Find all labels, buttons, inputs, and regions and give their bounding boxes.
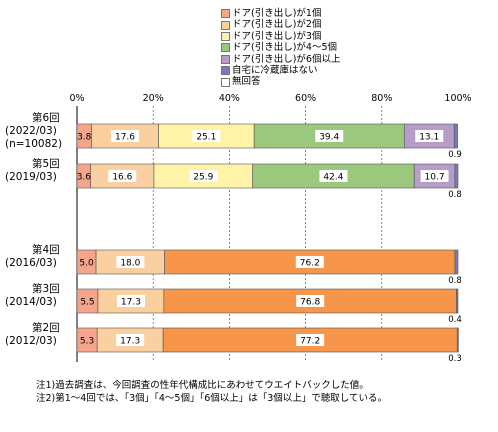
data-label: 25.9 [193,173,213,183]
row-label: 第5回 [32,157,60,170]
data-label-bg [189,170,218,182]
legend-item: 自宅に冷蔵庫はない [221,65,340,76]
x-tick-label: 0% [69,93,84,104]
row-label: (n=10082) [5,138,62,150]
data-label-bg [295,256,324,268]
legend-label: ドア(引き出し)が2個 [232,19,322,31]
data-label: 0.9 [448,150,462,160]
data-label: 76.2 [300,259,320,269]
data-label: 3.6 [77,173,92,183]
data-label: 0.8 [448,276,462,286]
bar-segment [163,288,457,314]
legend-item: ドア(引き出し)が6個以上 [221,54,340,65]
bar-segment [456,327,459,353]
data-label: 13.1 [419,133,439,143]
legend-label: ドア(引き出し)が3個 [232,30,322,42]
data-label-bg [116,256,145,268]
footnote-1: 注1)過去調査は、今回調査の性年代構成比にあわせてウエイトバックした値。 [36,380,369,391]
legend-swatch [221,9,230,19]
data-label: 5.0 [79,259,94,269]
data-label: 18.0 [120,259,140,269]
x-tick-label: 40% [219,93,240,104]
data-label-bg [319,170,348,182]
bar-segment [454,249,459,275]
legend-item: ドア(引き出し)が1個 [221,8,340,19]
data-label-bg [420,170,449,182]
legend-swatch [221,54,230,64]
data-label-bg [108,170,137,182]
data-label: 39.4 [319,133,339,143]
legend-item: 無回答 [221,76,340,87]
row-label: 第6回 [32,111,60,124]
bar-segment [456,288,459,314]
data-label-bg [315,130,344,142]
footnotes: 注1)過去調査は、今回調査の性年代構成比にあわせてウエイトバックした値。 注2)… [36,379,387,405]
row-label: 第3回 [32,282,60,295]
x-tick-label: 80% [371,93,392,104]
data-label: 17.6 [115,133,135,143]
legend-swatch [221,77,230,87]
footnote-2: 注2)第1～4回では、「3個」「4～5個」「6個以上」は「3個以上」で聴取してい… [36,393,388,404]
data-label-bg [116,334,145,346]
x-tick-label: 60% [295,93,316,104]
data-label: 5.3 [80,337,94,347]
row-label: (2014/03) [5,296,57,308]
data-label-bg [296,334,325,346]
data-label-bg [192,130,221,142]
data-label: 17.3 [120,337,140,347]
row-label: 第2回 [32,321,60,334]
bar-segment [453,123,458,149]
data-label: 3.8 [77,133,92,143]
row-label: 第4回 [32,243,60,256]
legend-label: 自宅に冷蔵庫はない [232,65,318,77]
data-label-bg [415,130,444,142]
data-label: 0.8 [448,190,462,200]
legend-label: ドア(引き出し)が6個以上 [232,53,341,65]
row-label: (2022/03) [5,125,57,137]
row-label: (2019/03) [5,171,57,183]
legend-label: 無回答 [232,76,261,88]
legend-item: ドア(引き出し)が3個 [221,31,340,42]
legend-swatch [221,66,230,76]
data-label-bg [111,130,140,142]
legend-item: ドア(引き出し)が4～5個 [221,42,340,53]
data-label: 16.6 [112,173,132,183]
data-label: 77.2 [300,337,320,347]
data-label: 76.8 [300,298,320,308]
data-label: 0.3 [448,354,462,364]
data-label: 42.4 [323,173,343,183]
x-tick-label: 20% [143,93,164,104]
legend-label: ドア(引き出し)が1個 [232,8,322,19]
row-label: (2012/03) [5,335,57,347]
legend: ドア(引き出し)が1個 ドア(引き出し)が2個 ドア(引き出し)が3個 ドア(引き出し… [221,8,340,88]
legend-label: ドア(引き出し)が4～5個 [232,42,338,54]
legend-swatch [221,20,230,30]
legend-swatch [221,32,230,42]
x-tick-label: 100% [444,93,471,104]
data-label-bg [116,295,145,307]
data-label: 25.1 [196,133,216,143]
data-label: 5.5 [80,298,94,308]
legend-item: ドア(引き出し)が2個 [221,19,340,30]
data-label: 17.3 [121,298,141,308]
data-label: 0.4 [448,315,462,325]
data-label-bg [296,295,325,307]
row-label: (2016/03) [5,257,57,269]
data-label: 10.7 [425,173,445,183]
bar-segment [454,163,459,189]
legend-swatch [221,43,230,53]
